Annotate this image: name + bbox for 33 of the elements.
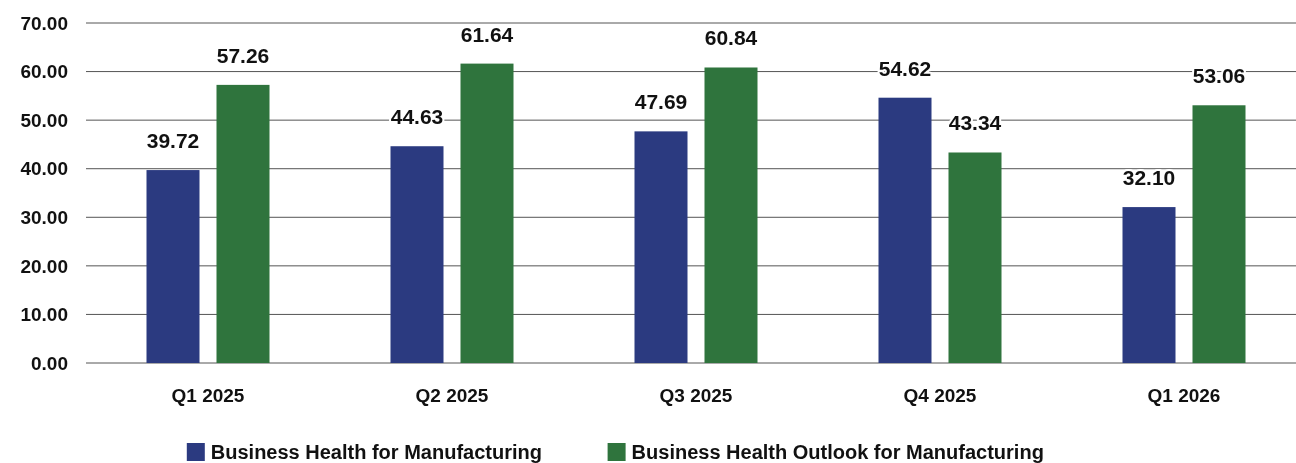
bar (146, 170, 200, 363)
legend-label: Business Health for Manufacturing (210, 441, 542, 463)
y-tick-label: 30.00 (20, 206, 68, 228)
data-label: 32.10 (1122, 166, 1176, 190)
bar (390, 146, 444, 363)
y-tick-label: 0.00 (31, 352, 68, 374)
x-tick-label: Q2 2025 (415, 384, 489, 406)
bar (460, 63, 514, 363)
x-tick-label: Q1 2025 (171, 384, 245, 406)
y-tick-label: 60.00 (20, 61, 68, 83)
bar (878, 97, 932, 363)
bar (948, 152, 1002, 363)
x-tick-label: Q1 2026 (1147, 384, 1221, 406)
bar (216, 84, 270, 363)
data-label: 39.72 (146, 129, 200, 153)
bar (1122, 207, 1176, 363)
data-label: 44.63 (390, 105, 444, 129)
bar (634, 131, 688, 363)
x-tick-label: Q3 2025 (659, 384, 733, 406)
x-tick-label: Q4 2025 (903, 384, 977, 406)
y-tick-label: 50.00 (20, 109, 68, 131)
data-label: 60.84 (704, 26, 758, 50)
y-tick-label: 40.00 (20, 158, 68, 180)
data-label: 57.26 (216, 43, 270, 67)
y-tick-label: 20.00 (20, 255, 68, 277)
data-label: 61.64 (460, 22, 514, 46)
y-tick-label: 10.00 (20, 304, 68, 326)
data-label: 47.69 (634, 90, 688, 114)
y-tick-label: 70.00 (20, 12, 68, 34)
bar (1192, 105, 1246, 363)
bar (704, 67, 758, 363)
legend-label: Business Health Outlook for Manufacturing (631, 441, 1044, 463)
data-label: 43.34 (948, 111, 1002, 135)
